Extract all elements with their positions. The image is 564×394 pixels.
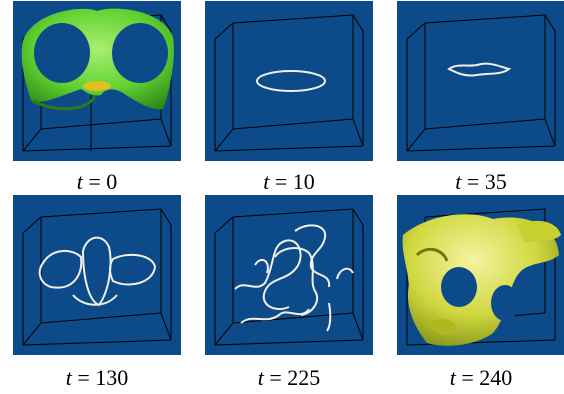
panel-t225 bbox=[205, 195, 373, 355]
panel-t240 bbox=[397, 195, 564, 355]
caption-t35: t = 35 bbox=[455, 169, 507, 194]
yellow-surface-render bbox=[402, 208, 561, 346]
wavy-ring-render bbox=[406, 14, 556, 152]
ring-render bbox=[214, 14, 364, 152]
caption-t225: t = 225 bbox=[257, 365, 321, 390]
caption-t240: t = 240 bbox=[449, 365, 513, 390]
caption-t0: t = 0 bbox=[76, 169, 118, 194]
panel-t0 bbox=[13, 1, 181, 161]
green-surface-render bbox=[21, 8, 174, 152]
panel-t35 bbox=[397, 1, 564, 161]
panel-t130 bbox=[13, 195, 181, 355]
loops-render bbox=[22, 208, 172, 346]
caption-t130: t = 130 bbox=[65, 365, 129, 390]
panel-t10 bbox=[205, 1, 373, 161]
caption-t10: t = 10 bbox=[263, 169, 315, 194]
tangle-render bbox=[214, 208, 364, 346]
